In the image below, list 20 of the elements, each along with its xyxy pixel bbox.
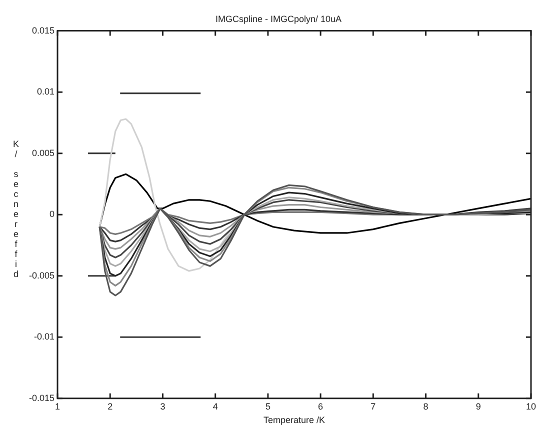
y-tick-label: -0.015 — [28, 392, 55, 403]
x-tick-label: 5 — [265, 401, 270, 412]
chart-title: IMGCspline - IMGCpolyn/ 10uA — [215, 14, 342, 24]
y-tick-label: 0.005 — [32, 148, 55, 158]
x-tick-label: 8 — [423, 401, 428, 412]
x-tick-label: 9 — [476, 401, 481, 412]
x-tick-label: 1 — [55, 401, 60, 412]
y-tick-label: -0.01 — [34, 332, 55, 342]
x-tick-label: 4 — [212, 401, 218, 412]
text: K/ secnereffid — [12, 139, 20, 280]
x-axis-title: Temperature /K — [263, 415, 326, 426]
x-tick-label: 10 — [526, 401, 536, 412]
x-tick-label: 7 — [370, 401, 376, 412]
y-tick-label: 0.015 — [32, 25, 55, 36]
y-tick-label: -0.005 — [28, 270, 55, 280]
x-tick-label: 2 — [108, 401, 113, 412]
x-tick-label: 6 — [318, 401, 324, 412]
x-tick-label: 3 — [160, 401, 166, 412]
y-tick-label: 0 — [50, 209, 55, 220]
y-tick-label: 0.01 — [36, 86, 55, 97]
